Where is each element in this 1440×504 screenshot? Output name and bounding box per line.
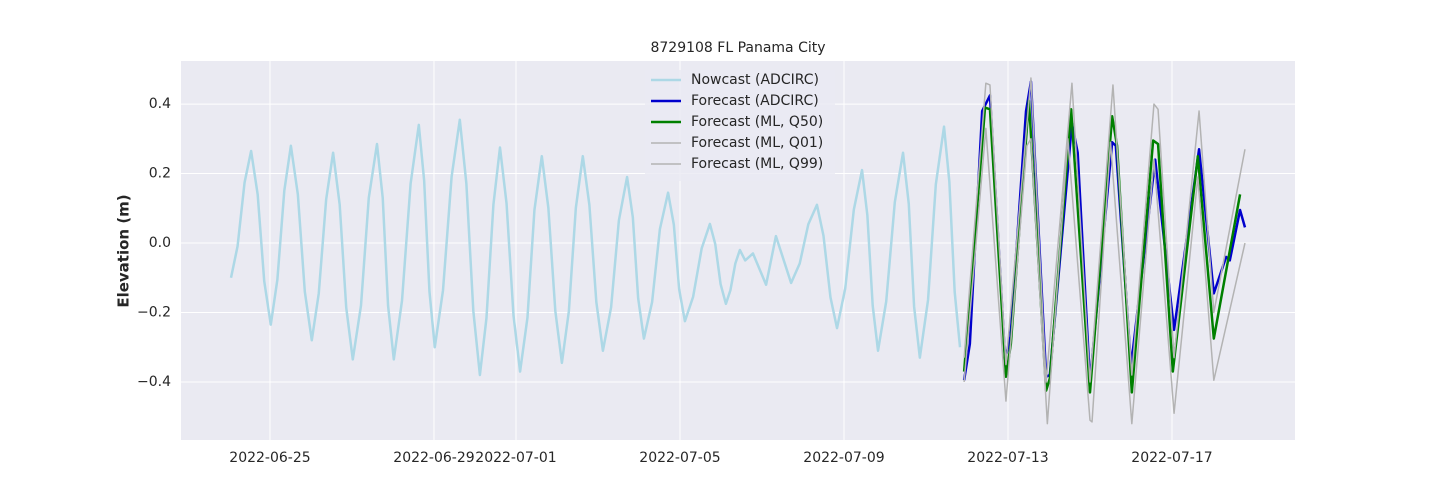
y-tick-label: 0.2 [149,166,171,182]
legend-label: Forecast (ML, Q01) [691,135,823,151]
series-line [962,99,1242,394]
legend-label: Forecast (ML, Q99) [691,156,823,172]
y-axis-label: Elevation (m) [115,194,133,307]
series-line [963,77,1246,383]
legend-label: Forecast (ML, Q50) [691,114,823,130]
x-tick-label: 2022-07-13 [967,450,1048,466]
legend-label: Forecast (ADCIRC) [691,93,819,109]
y-tick-label: −0.4 [137,374,171,390]
x-tick-label: 2022-07-09 [803,450,884,466]
y-tick-label: 0.4 [149,96,171,112]
legend-box [645,70,835,181]
x-tick-label: 2022-07-05 [639,450,720,466]
x-tick-label: 2022-07-01 [475,450,556,466]
series-line [963,127,1246,425]
x-tick-label: 2022-07-17 [1131,450,1212,466]
x-tick-label: 2022-06-29 [393,450,474,466]
x-tick-label: 2022-06-25 [229,450,310,466]
legend-label: Nowcast (ADCIRC) [691,72,819,88]
y-tick-label: −0.2 [137,305,171,321]
series-line [229,118,962,377]
chart-title: 8729108 FL Panama City [650,40,825,56]
y-tick-label: 0.0 [149,235,171,251]
